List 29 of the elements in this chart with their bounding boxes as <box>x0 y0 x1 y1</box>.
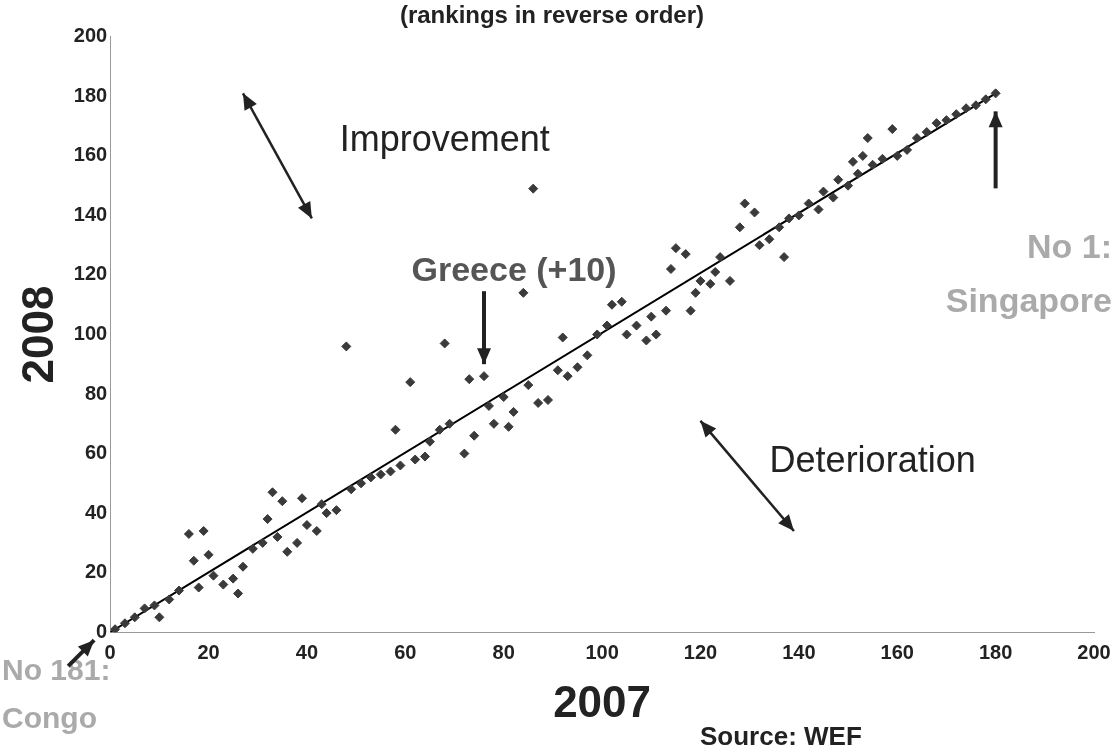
x-tick-label: 120 <box>683 640 718 663</box>
x-axis-title: 2007 <box>553 676 652 726</box>
y-tick-label: 120 <box>73 262 108 285</box>
y-tick-label: 200 <box>73 24 108 47</box>
annotation: Improvement <box>339 117 550 159</box>
y-tick-label: 80 <box>84 381 108 404</box>
y-tick-label: 180 <box>73 83 108 106</box>
y-tick-label: 160 <box>73 143 108 166</box>
y-axis-title: 2008 <box>12 285 62 384</box>
y-tick-label: 100 <box>73 322 108 345</box>
x-tick-label: 160 <box>880 640 914 663</box>
x-tick-label: 80 <box>492 640 515 663</box>
y-tick-label: 60 <box>84 441 108 464</box>
y-tick-label: 20 <box>84 560 108 583</box>
x-tick-label: 60 <box>394 640 417 663</box>
x-tick-label: 180 <box>978 640 1013 663</box>
annotation: Greece (+10) <box>411 249 617 288</box>
y-tick-label: 140 <box>73 202 108 225</box>
source-note: Source: WEF <box>700 721 862 752</box>
annotation: Deterioration <box>769 439 976 481</box>
y-tick-label: 40 <box>84 500 108 523</box>
chart-title: (rankings in reverse order) <box>399 1 705 29</box>
annotation: No 1: Singapore <box>945 226 1112 319</box>
x-tick-label: 140 <box>782 640 816 663</box>
x-tick-label: 40 <box>295 640 319 663</box>
y-tick-label: 0 <box>96 619 108 642</box>
x-tick-label: 20 <box>197 640 220 663</box>
x-tick-label: 100 <box>585 640 619 663</box>
x-tick-label: 200 <box>1077 640 1111 663</box>
